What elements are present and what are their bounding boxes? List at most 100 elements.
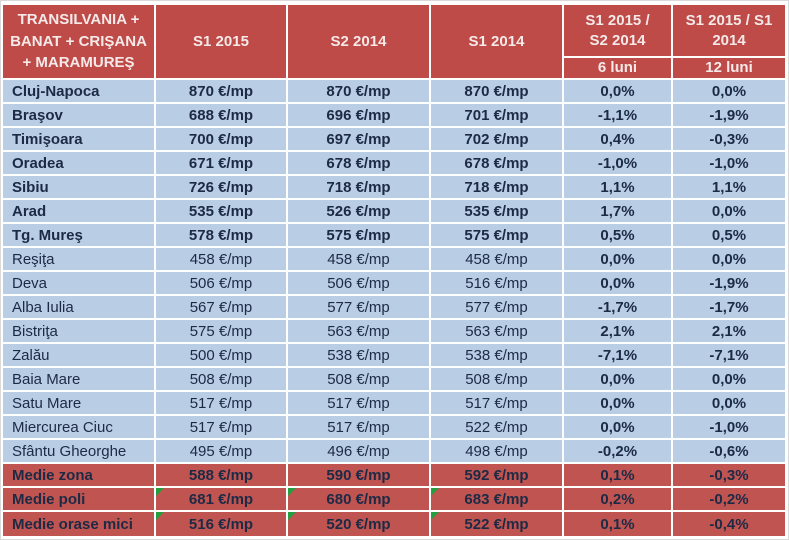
col-header-ratio-6-luni: S1 2015 / S2 2014 bbox=[564, 5, 673, 58]
change-6-luni-cell: -1,7% bbox=[564, 296, 673, 320]
cell-text: 0,5% bbox=[711, 226, 747, 244]
cell-text: 500 €/mp bbox=[189, 346, 253, 364]
price-s1-2014-cell: 678 €/mp bbox=[431, 152, 564, 176]
cell-text: -0,2% bbox=[597, 442, 638, 460]
cell-text: 671 €/mp bbox=[188, 154, 254, 172]
cell-text: -0,3% bbox=[709, 466, 749, 484]
cell-text: 2,1% bbox=[600, 322, 635, 340]
cell-text: 517 €/mp bbox=[189, 418, 253, 436]
cell-text: 700 €/mp bbox=[188, 130, 254, 148]
city-row: Sfântu Gheorghe 495 €/mp 496 €/mp 498 €/mp -… bbox=[3, 440, 785, 464]
price-s2-2014-cell: 718 €/mp bbox=[288, 176, 431, 200]
cell-text: 1,1% bbox=[711, 178, 747, 196]
col-header-ratio-12-luni: S1 2015 / S1 2014 bbox=[673, 5, 785, 58]
region-header-cell: TRANSILVANIA + BANAT + CRIŞANA + MARAMUR… bbox=[3, 5, 156, 80]
cell-text: 458 €/mp bbox=[189, 250, 253, 268]
price-s1-2015-cell: 535 €/mp bbox=[156, 200, 288, 224]
price-s1-2014-cell: 538 €/mp bbox=[431, 344, 564, 368]
cell-text: 495 €/mp bbox=[189, 442, 253, 460]
cell-text: 526 €/mp bbox=[326, 202, 391, 220]
cell-text: Arad bbox=[12, 202, 47, 220]
price-s2-2014-cell: 458 €/mp bbox=[288, 248, 431, 272]
price-s2-2014-cell: 577 €/mp bbox=[288, 296, 431, 320]
cell-text: 688 €/mp bbox=[188, 106, 254, 124]
cell-text: 683 €/mp bbox=[464, 490, 529, 508]
cell-text: 678 €/mp bbox=[464, 154, 529, 172]
change-12-luni-cell: -7,1% bbox=[673, 344, 785, 368]
cell-text: 522 €/mp bbox=[465, 418, 528, 436]
price-s1-2015-cell: 500 €/mp bbox=[156, 344, 288, 368]
cell-text: -7,1% bbox=[597, 346, 638, 364]
cell-text: 498 €/mp bbox=[465, 442, 528, 460]
cell-text: 517 €/mp bbox=[327, 394, 390, 412]
price-s1-2014-cell: 577 €/mp bbox=[431, 296, 564, 320]
cell-text: Bistriţa bbox=[12, 322, 58, 340]
change-6-luni-cell: 1,1% bbox=[564, 176, 673, 200]
city-row: Timişoara 700 €/mp 697 €/mp 702 €/mp 0,4% -0,… bbox=[3, 128, 785, 152]
cell-text: 0,0% bbox=[600, 250, 635, 268]
price-s1-2014-cell: 508 €/mp bbox=[431, 368, 564, 392]
city-row: Cluj-Napoca 870 €/mp 870 €/mp 870 €/mp 0,0% 0… bbox=[3, 80, 785, 104]
city-name-cell: Bistriţa bbox=[3, 320, 156, 344]
cell-text: -1,7% bbox=[597, 298, 638, 316]
cell-text: 575 €/mp bbox=[326, 226, 391, 244]
city-row: Reşiţa 458 €/mp 458 €/mp 458 €/mp 0,0% 0,0% bbox=[3, 248, 785, 272]
price-s1-2015-cell: 575 €/mp bbox=[156, 320, 288, 344]
price-s1-2014-cell: 563 €/mp bbox=[431, 320, 564, 344]
col-header-s1-2015: S1 2015 bbox=[156, 5, 288, 80]
city-name-cell: Timişoara bbox=[3, 128, 156, 152]
price-s2-2014-cell: 526 €/mp bbox=[288, 200, 431, 224]
change-6-luni-cell: 1,7% bbox=[564, 200, 673, 224]
cell-text: 697 €/mp bbox=[326, 130, 391, 148]
cell-text: 1,7% bbox=[600, 202, 635, 220]
comment-flag-icon bbox=[156, 512, 164, 520]
cell-text: -0,2% bbox=[709, 490, 749, 508]
city-name-cell: Sibiu bbox=[3, 176, 156, 200]
cell-text: -1,0% bbox=[597, 154, 638, 172]
cell-text: 563 €/mp bbox=[465, 322, 528, 340]
city-name-cell: Zalău bbox=[3, 344, 156, 368]
cell-text: 563 €/mp bbox=[327, 322, 390, 340]
price-s2-2014-cell: 678 €/mp bbox=[288, 152, 431, 176]
cell-text: 575 €/mp bbox=[464, 226, 529, 244]
change-6-luni-cell: 0,4% bbox=[564, 128, 673, 152]
change-6-luni-cell: 0,0% bbox=[564, 80, 673, 104]
price-s2-2014-cell: 508 €/mp bbox=[288, 368, 431, 392]
change-6-luni-cell: -1,1% bbox=[564, 104, 673, 128]
change-12-luni-cell: -0,3% bbox=[673, 128, 785, 152]
change-6-luni-cell: -1,0% bbox=[564, 152, 673, 176]
cell-text: 516 €/mp bbox=[465, 274, 528, 292]
col-header-s2-2014: S2 2014 bbox=[288, 5, 431, 80]
change-12-luni-cell: 1,1% bbox=[673, 176, 785, 200]
cell-text: -0,3% bbox=[709, 130, 749, 148]
city-name-cell: Deva bbox=[3, 272, 156, 296]
city-row: Bistriţa 575 €/mp 563 €/mp 563 €/mp 2,1% 2,1% bbox=[3, 320, 785, 344]
cell-text: 517 €/mp bbox=[465, 394, 528, 412]
change-12-luni-cell: 0,0% bbox=[673, 392, 785, 416]
city-row: Tg. Mureş 578 €/mp 575 €/mp 575 €/mp 0,5% 0,5… bbox=[3, 224, 785, 248]
price-s1-2015-cell: 578 €/mp bbox=[156, 224, 288, 248]
cell-text: 0,0% bbox=[711, 394, 747, 412]
cell-text: -1,9% bbox=[709, 274, 749, 292]
city-row: Sibiu 726 €/mp 718 €/mp 718 €/mp 1,1% 1,1% bbox=[3, 176, 785, 200]
cell-text: -1,1% bbox=[597, 106, 638, 124]
cell-text: 870 €/mp bbox=[326, 82, 391, 100]
cell-text: 588 €/mp bbox=[188, 466, 254, 484]
cell-text: -1,9% bbox=[709, 106, 749, 124]
cell-text: 567 €/mp bbox=[189, 298, 253, 316]
price-s1-2015-cell: 688 €/mp bbox=[156, 104, 288, 128]
cell-text: 0,2% bbox=[600, 490, 635, 508]
price-s1-2014-cell: 522 €/mp bbox=[431, 416, 564, 440]
cell-text: 458 €/mp bbox=[327, 250, 390, 268]
cell-text: 535 €/mp bbox=[188, 202, 254, 220]
city-name-cell: Reşiţa bbox=[3, 248, 156, 272]
cell-text: 0,0% bbox=[711, 370, 747, 388]
cell-text: 522 €/mp bbox=[464, 515, 529, 533]
cell-text: Zalău bbox=[12, 346, 50, 364]
change-6-luni-cell: 0,2% bbox=[564, 488, 673, 512]
price-s1-2014-cell: 870 €/mp bbox=[431, 80, 564, 104]
cell-text: Miercurea Ciuc bbox=[12, 418, 113, 436]
summary-row: Medie zona 588 €/mp 590 €/mp 592 €/mp 0,1% -0… bbox=[3, 464, 785, 488]
price-s1-2014-cell: 702 €/mp bbox=[431, 128, 564, 152]
change-6-luni-cell: 0,0% bbox=[564, 368, 673, 392]
